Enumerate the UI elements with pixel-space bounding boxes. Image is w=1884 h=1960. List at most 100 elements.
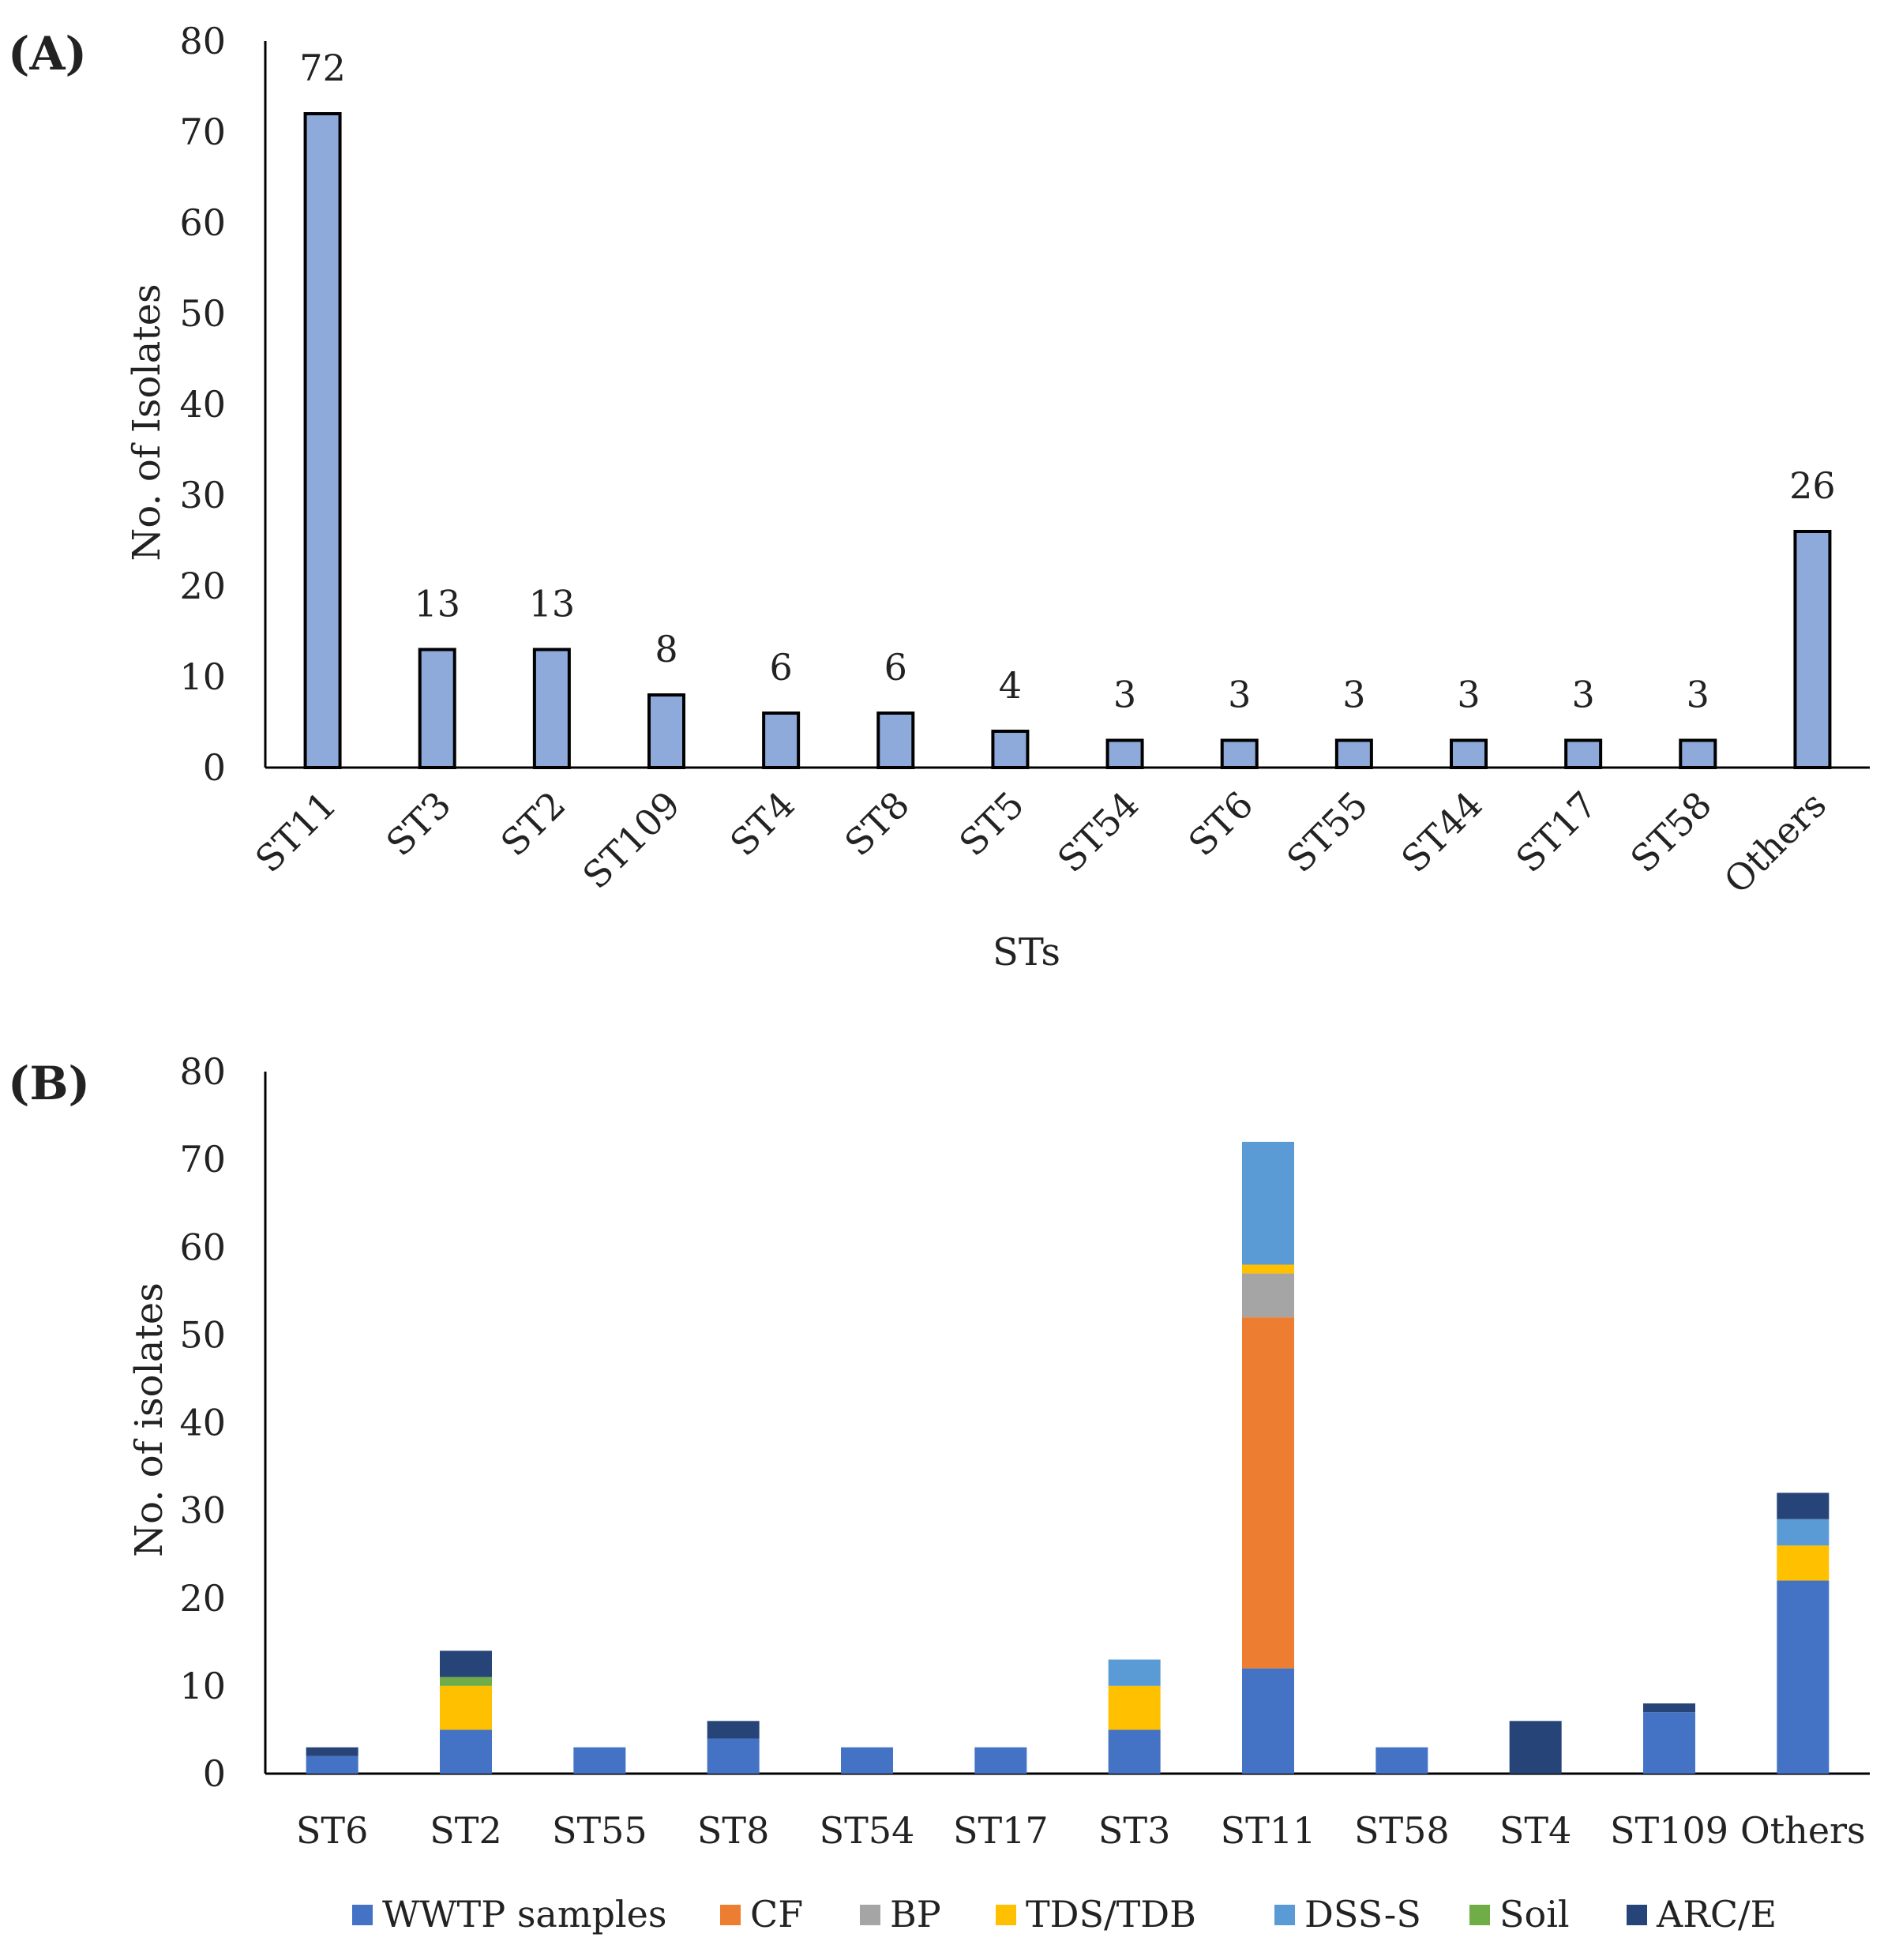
panel-a-y-tick-60: 60 [179, 201, 226, 244]
panel-a-x-tick-st44: ST44 [1393, 783, 1491, 881]
panel-b-x-tick-st6: ST6 [296, 1809, 368, 1852]
panel-a-y-tick-50: 50 [179, 292, 226, 335]
panel-a-bar-st44 [1450, 738, 1488, 769]
panel-a-y-tick-30: 30 [179, 474, 226, 516]
panel-a-data-label-st11: 72 [299, 47, 346, 89]
panel-b-y-axis-title: No. of isolates [127, 1282, 171, 1557]
panel-a-bar-st3 [418, 648, 456, 769]
panel-b-x-tick-st55: ST55 [552, 1809, 647, 1852]
panel-a: (A) No. of Isolates STs 0 10 20 30 40 50 60 70 8… [8, 20, 1870, 974]
panel-a-y-tick-80: 80 [179, 20, 226, 62]
panel-a-y-tick-0: 0 [203, 746, 226, 789]
panel-b-segment-others-arc-e [1777, 1493, 1830, 1519]
panel-a-data-label-st54: 3 [1113, 674, 1136, 716]
panel-a-data-label-st8: 6 [884, 646, 907, 689]
panel-b-y-tick-0: 0 [203, 1752, 226, 1795]
panel-b-x-tick-others: Others [1740, 1809, 1866, 1852]
panel-b-segment-st2-arc-e [440, 1650, 492, 1677]
panel-b: (B) No. of isolates 0 10 20 30 40 50 60 70 80 ST… [8, 1050, 1870, 1936]
panel-a-y-axis-title: No. of Isolates [125, 283, 169, 561]
panel-a-x-tick-others: Others [1716, 783, 1834, 902]
panel-a-data-label-st4: 6 [770, 646, 793, 689]
panel-a-label: (A) [8, 27, 87, 81]
panel-a-x-tick-st58: ST58 [1623, 783, 1721, 881]
panel-b-segment-st8-wwtp-samples [707, 1738, 760, 1774]
panel-a-x-ticks: ST11 ST3 ST2 ST109 ST4 ST8 ST5 ST54 ST6 ST55 ST44 S… [247, 783, 1834, 902]
legend-swatch-wwtp-samples [352, 1905, 373, 1925]
panel-b-bars [306, 1141, 1830, 1774]
panel-b-label: (B) [8, 1057, 90, 1110]
panel-b-y-tick-70: 70 [179, 1138, 226, 1181]
panel-b-x-tick-st3: ST3 [1098, 1809, 1170, 1852]
panel-b-x-tick-st58: ST58 [1354, 1809, 1450, 1852]
panel-b-segment-st58-wwtp-samples [1375, 1747, 1428, 1774]
panel-a-bar-st2 [532, 648, 571, 769]
legend-swatch-bp [860, 1905, 880, 1925]
panel-a-x-tick-st109: ST109 [575, 783, 689, 897]
panel-b-segment-st2-soil [440, 1677, 492, 1686]
panel-b-segment-st54-wwtp-samples [841, 1747, 893, 1774]
panel-a-x-tick-st8: ST8 [836, 783, 918, 865]
legend-label-cf: CF [750, 1893, 803, 1936]
panel-b-x-ticks: ST6 ST2 ST55 ST8 ST54 ST17 ST3 ST11 ST58 ST4 ST109… [296, 1809, 1866, 1852]
panel-b-segment-others-tds-tdb [1777, 1545, 1830, 1581]
panel-b-segment-st6-arc-e [306, 1747, 358, 1756]
panel-a-x-axis-title: STs [993, 930, 1060, 974]
panel-a-bar-st6 [1220, 738, 1259, 769]
panel-a-y-tick-20: 20 [179, 565, 226, 607]
panel-a-bar-others [1793, 530, 1832, 769]
legend-label-arc-e: ARC/E [1656, 1893, 1777, 1936]
panel-b-segment-st3-tds-tdb [1108, 1685, 1161, 1730]
panel-a-x-tick-st54: ST54 [1049, 783, 1147, 881]
panel-b-y-tick-20: 20 [179, 1577, 226, 1620]
panel-a-bar-st109 [647, 693, 685, 769]
panel-a-y-tick-40: 40 [179, 383, 226, 426]
panel-b-segment-others-wwtp-samples [1777, 1580, 1830, 1774]
panel-b-legend: WWTP samples CF BP TDS/TDB DSS-S Soil ARC/E [352, 1893, 1777, 1936]
panel-b-x-tick-st11: ST11 [1221, 1809, 1316, 1852]
panel-a-x-tick-st2: ST2 [493, 783, 574, 865]
panel-b-x-tick-st2: ST2 [430, 1809, 501, 1852]
panel-b-segment-st17-wwtp-samples [974, 1747, 1027, 1774]
panel-b-y-tick-80: 80 [179, 1050, 226, 1093]
panel-b-segment-st55-wwtp-samples [573, 1747, 626, 1774]
panel-a-data-label-st109: 8 [655, 628, 677, 670]
legend-swatch-arc-e [1627, 1905, 1647, 1925]
panel-a-y-tick-10: 10 [179, 655, 226, 698]
panel-a-bar-st55 [1334, 738, 1373, 769]
legend-label-tds-tdb: TDS/TDB [1026, 1893, 1196, 1936]
panel-a-x-tick-st5: ST5 [951, 783, 1032, 865]
panel-b-segment-st109-wwtp-samples [1643, 1712, 1695, 1774]
panel-b-segment-st11-dss-s [1242, 1141, 1294, 1265]
panel-a-y-ticks: 0 10 20 30 40 50 60 70 80 [179, 20, 226, 789]
panel-a-data-label-st5: 4 [999, 664, 1022, 707]
panel-b-segment-st8-arc-e [707, 1721, 760, 1739]
panel-b-y-tick-40: 40 [179, 1402, 226, 1444]
panel-a-x-tick-st4: ST4 [722, 783, 803, 865]
legend-swatch-cf [720, 1905, 741, 1925]
panel-a-x-tick-st17: ST17 [1507, 783, 1605, 881]
panel-b-segment-st11-wwtp-samples [1242, 1668, 1294, 1774]
panel-b-y-ticks: 0 10 20 30 40 50 60 70 80 [179, 1050, 226, 1795]
panel-b-segment-st2-tds-tdb [440, 1685, 492, 1730]
panel-b-x-tick-st17: ST17 [953, 1809, 1049, 1852]
panel-b-segment-st109-arc-e [1643, 1703, 1695, 1713]
panel-b-x-tick-st54: ST54 [820, 1809, 915, 1852]
panel-a-y-tick-70: 70 [179, 111, 226, 153]
panel-a-data-label-st44: 3 [1457, 674, 1480, 716]
panel-a-data-labels: 72 13 13 8 6 6 4 3 3 3 3 3 3 26 [299, 47, 1835, 716]
panel-a-bar-st8 [876, 712, 915, 769]
panel-a-x-tick-st11: ST11 [247, 783, 345, 881]
panel-b-y-tick-30: 30 [179, 1489, 226, 1532]
legend-swatch-tds-tdb [996, 1905, 1016, 1925]
panel-a-bar-st5 [991, 730, 1030, 769]
legend-label-soil: Soil [1499, 1893, 1570, 1936]
panel-a-bar-st54 [1105, 738, 1144, 769]
panel-a-data-label-st2: 13 [529, 583, 576, 625]
panel-a-x-tick-st3: ST3 [378, 783, 460, 865]
panel-b-segment-st4-arc-e [1509, 1721, 1562, 1774]
panel-a-data-label-st58: 3 [1687, 674, 1709, 716]
panel-b-segment-st3-wwtp-samples [1108, 1729, 1161, 1774]
